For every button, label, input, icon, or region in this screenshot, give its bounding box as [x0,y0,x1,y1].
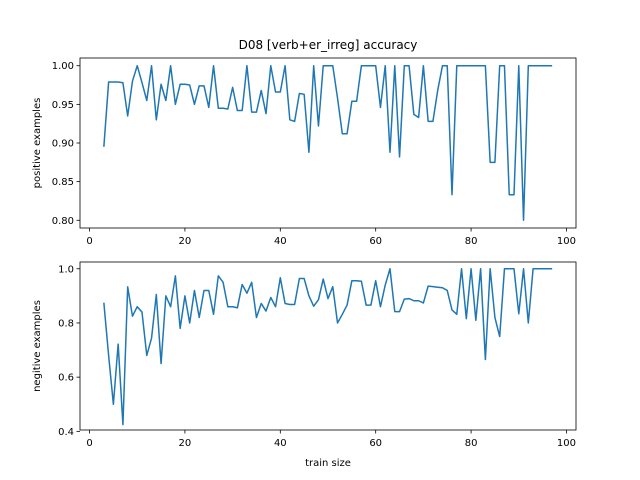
y-axis-label: negitive examples [32,300,43,392]
x-tick-label: 40 [274,236,287,247]
y-tick-label: 0.85 [52,177,74,188]
x-tick-label: 80 [465,236,478,247]
x-tick-label: 100 [557,438,576,449]
x-tick-label: 0 [86,236,92,247]
y-tick-label: 1.00 [52,61,74,72]
series-line [103,268,553,426]
axes-frame [79,261,577,431]
chart-title: D08 [verb+er_irreg] accuracy [239,38,418,52]
subplot-positive: 0 20 40 60 80 100 0.80 0.85 0.90 0.95 1.00 positive… [32,57,577,247]
x-tick-label: 20 [179,236,192,247]
x-axis-label: train size [305,458,351,469]
y-tick-label: 0.90 [52,139,74,150]
x-tick-label: 60 [369,438,382,449]
y-tick-label: 1.0 [58,264,74,275]
x-tick-label: 0 [86,438,92,449]
x-tick-label: 100 [557,236,576,247]
x-tick-label: 60 [369,236,382,247]
y-tick-label: 0.6 [58,373,74,384]
y-axis-label: positive examples [32,98,43,189]
x-tick-label: 40 [274,438,287,449]
y-tick-label: 0.8 [58,318,74,329]
series-line [103,64,553,222]
y-tick-label: 0.4 [58,427,74,438]
x-tick-label: 80 [465,438,478,449]
subplot-negative: 0 20 40 60 80 100 0.4 0.6 0.8 1.0 negitive example… [32,261,577,469]
y-tick-label: 0.95 [52,100,74,111]
x-tick-label: 20 [179,438,192,449]
y-tick-label: 0.80 [52,216,74,227]
